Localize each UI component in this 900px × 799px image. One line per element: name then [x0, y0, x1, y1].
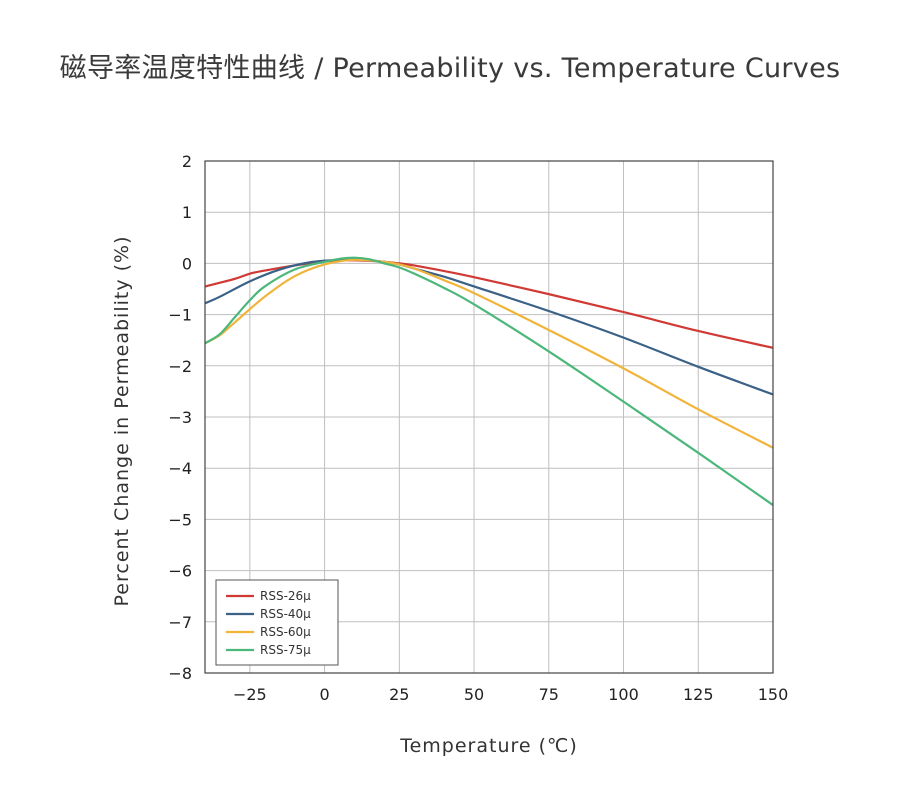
x-tick-label: 50: [464, 685, 484, 704]
x-tick-label: 100: [608, 685, 639, 704]
y-tick-label: −2: [168, 357, 192, 376]
y-tick-label: −1: [168, 306, 192, 325]
chart-title: 磁导率温度特性曲线 / Permeability vs. Temperature…: [59, 53, 841, 84]
y-tick-label: −5: [168, 510, 192, 529]
y-tick-label: −8: [168, 664, 192, 683]
y-tick-label: −7: [168, 613, 192, 632]
series-line-1: [204, 259, 774, 349]
x-tick-label: −25: [233, 685, 267, 704]
plot-frame: [204, 160, 774, 674]
legend-entry: RSS-60μ: [260, 625, 311, 639]
x-tick-labels: −25 0 25 50 75 100 125 150: [233, 685, 788, 704]
series-line-4: [204, 256, 774, 506]
x-tick-label: 0: [319, 685, 329, 704]
x-tick-label: 125: [683, 685, 714, 704]
series-lines: [204, 256, 774, 506]
x-tick-label: 25: [389, 685, 409, 704]
x-tick-label: 150: [758, 685, 789, 704]
y-tick-label: −3: [168, 408, 192, 427]
y-tick-label: 1: [182, 203, 192, 222]
y-tick-labels: 2 1 0 −1 −2 −3 −4 −5 −6 −7 −8: [168, 152, 192, 683]
y-tick-label: −6: [168, 562, 192, 581]
legend-entry: RSS-75μ: [260, 643, 311, 657]
y-tick-label: −4: [168, 459, 192, 478]
x-tick-label: 75: [539, 685, 559, 704]
x-axis-label: Temperature (℃): [399, 735, 578, 757]
y-tick-label: 2: [182, 152, 192, 171]
legend: RSS-26μ RSS-40μ RSS-60μ RSS-75μ: [215, 579, 339, 666]
y-tick-label: 0: [182, 254, 192, 273]
y-axis-label: Percent Change in Permeability (%): [111, 236, 133, 607]
series-line-3: [204, 258, 774, 449]
legend-entry: RSS-40μ: [260, 607, 311, 621]
legend-entry: RSS-26μ: [260, 589, 311, 603]
